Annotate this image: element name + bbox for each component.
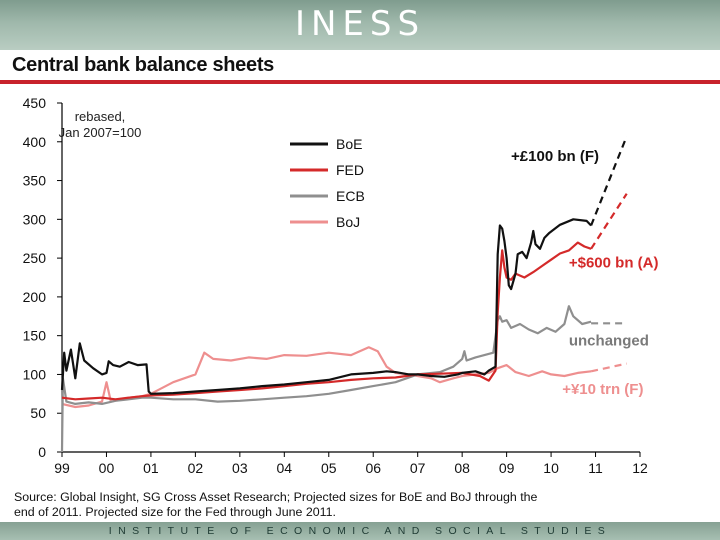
legend-label-boj: BoJ bbox=[336, 214, 360, 230]
y-tick-label: 0 bbox=[38, 444, 46, 460]
y-tick-label: 200 bbox=[23, 289, 47, 305]
footer-text: INSTITUTE OF ECONOMIC AND SOCIAL STUDIES bbox=[108, 525, 612, 537]
y-tick-label: 350 bbox=[23, 173, 47, 189]
x-tick-label: 00 bbox=[99, 460, 115, 476]
x-tick-label: 04 bbox=[277, 460, 293, 476]
legend-label-fed: FED bbox=[336, 162, 364, 178]
x-tick-label: 01 bbox=[143, 460, 159, 476]
source-line-1: Source: Global Insight, SG Cross Asset R… bbox=[14, 490, 538, 504]
projection-line-boj bbox=[590, 362, 627, 373]
series-line-boe bbox=[60, 218, 592, 395]
x-tick-label: 03 bbox=[232, 460, 248, 476]
projection-line-fed bbox=[590, 193, 628, 250]
y-tick-label: 50 bbox=[30, 405, 46, 421]
y-tick-label: 250 bbox=[23, 250, 47, 266]
y-tick-label: 400 bbox=[23, 134, 47, 150]
chart-note-line: rebased, bbox=[75, 109, 126, 124]
iness-logo: INESS bbox=[294, 4, 426, 44]
source-line-2: end of 2011. Projected size for the Fed … bbox=[14, 505, 336, 519]
y-tick-label: 300 bbox=[23, 211, 47, 227]
annotation-label: +¥10 trn (F) bbox=[562, 381, 643, 398]
chart-background bbox=[0, 86, 720, 486]
annotation-label: +£100 bn (F) bbox=[511, 148, 599, 165]
x-tick-label: 05 bbox=[321, 460, 337, 476]
y-tick-label: 450 bbox=[23, 95, 47, 111]
y-tick-label: 100 bbox=[23, 366, 47, 382]
x-tick-label: 07 bbox=[410, 460, 426, 476]
x-tick-label: 06 bbox=[365, 460, 381, 476]
title-rule bbox=[0, 80, 720, 84]
series-line-ecb bbox=[60, 305, 592, 453]
x-tick-label: 02 bbox=[188, 460, 204, 476]
y-tick-label: 150 bbox=[23, 328, 47, 344]
annotation-label: unchanged bbox=[569, 333, 649, 350]
source-note: Source: Global Insight, SG Cross Asset R… bbox=[14, 490, 704, 520]
x-tick-label: 09 bbox=[499, 460, 515, 476]
x-tick-label: 12 bbox=[632, 460, 648, 476]
page-title: Central bank balance sheets bbox=[12, 54, 275, 76]
x-tick-label: 10 bbox=[543, 460, 559, 476]
annotation-label: +$600 bn (A) bbox=[569, 254, 659, 271]
footer-band bbox=[0, 522, 720, 540]
x-tick-label: 99 bbox=[54, 460, 70, 476]
projection-line-boe bbox=[590, 135, 628, 226]
chart-note-line: Jan 2007=100 bbox=[59, 125, 142, 140]
legend-label-boe: BoE bbox=[336, 136, 362, 152]
series-line-fed bbox=[61, 241, 592, 401]
x-tick-label: 08 bbox=[454, 460, 470, 476]
chart-series-layer bbox=[60, 135, 628, 453]
header-band bbox=[0, 0, 720, 50]
legend-label-ecb: ECB bbox=[336, 188, 365, 204]
x-tick-label: 11 bbox=[588, 460, 603, 476]
